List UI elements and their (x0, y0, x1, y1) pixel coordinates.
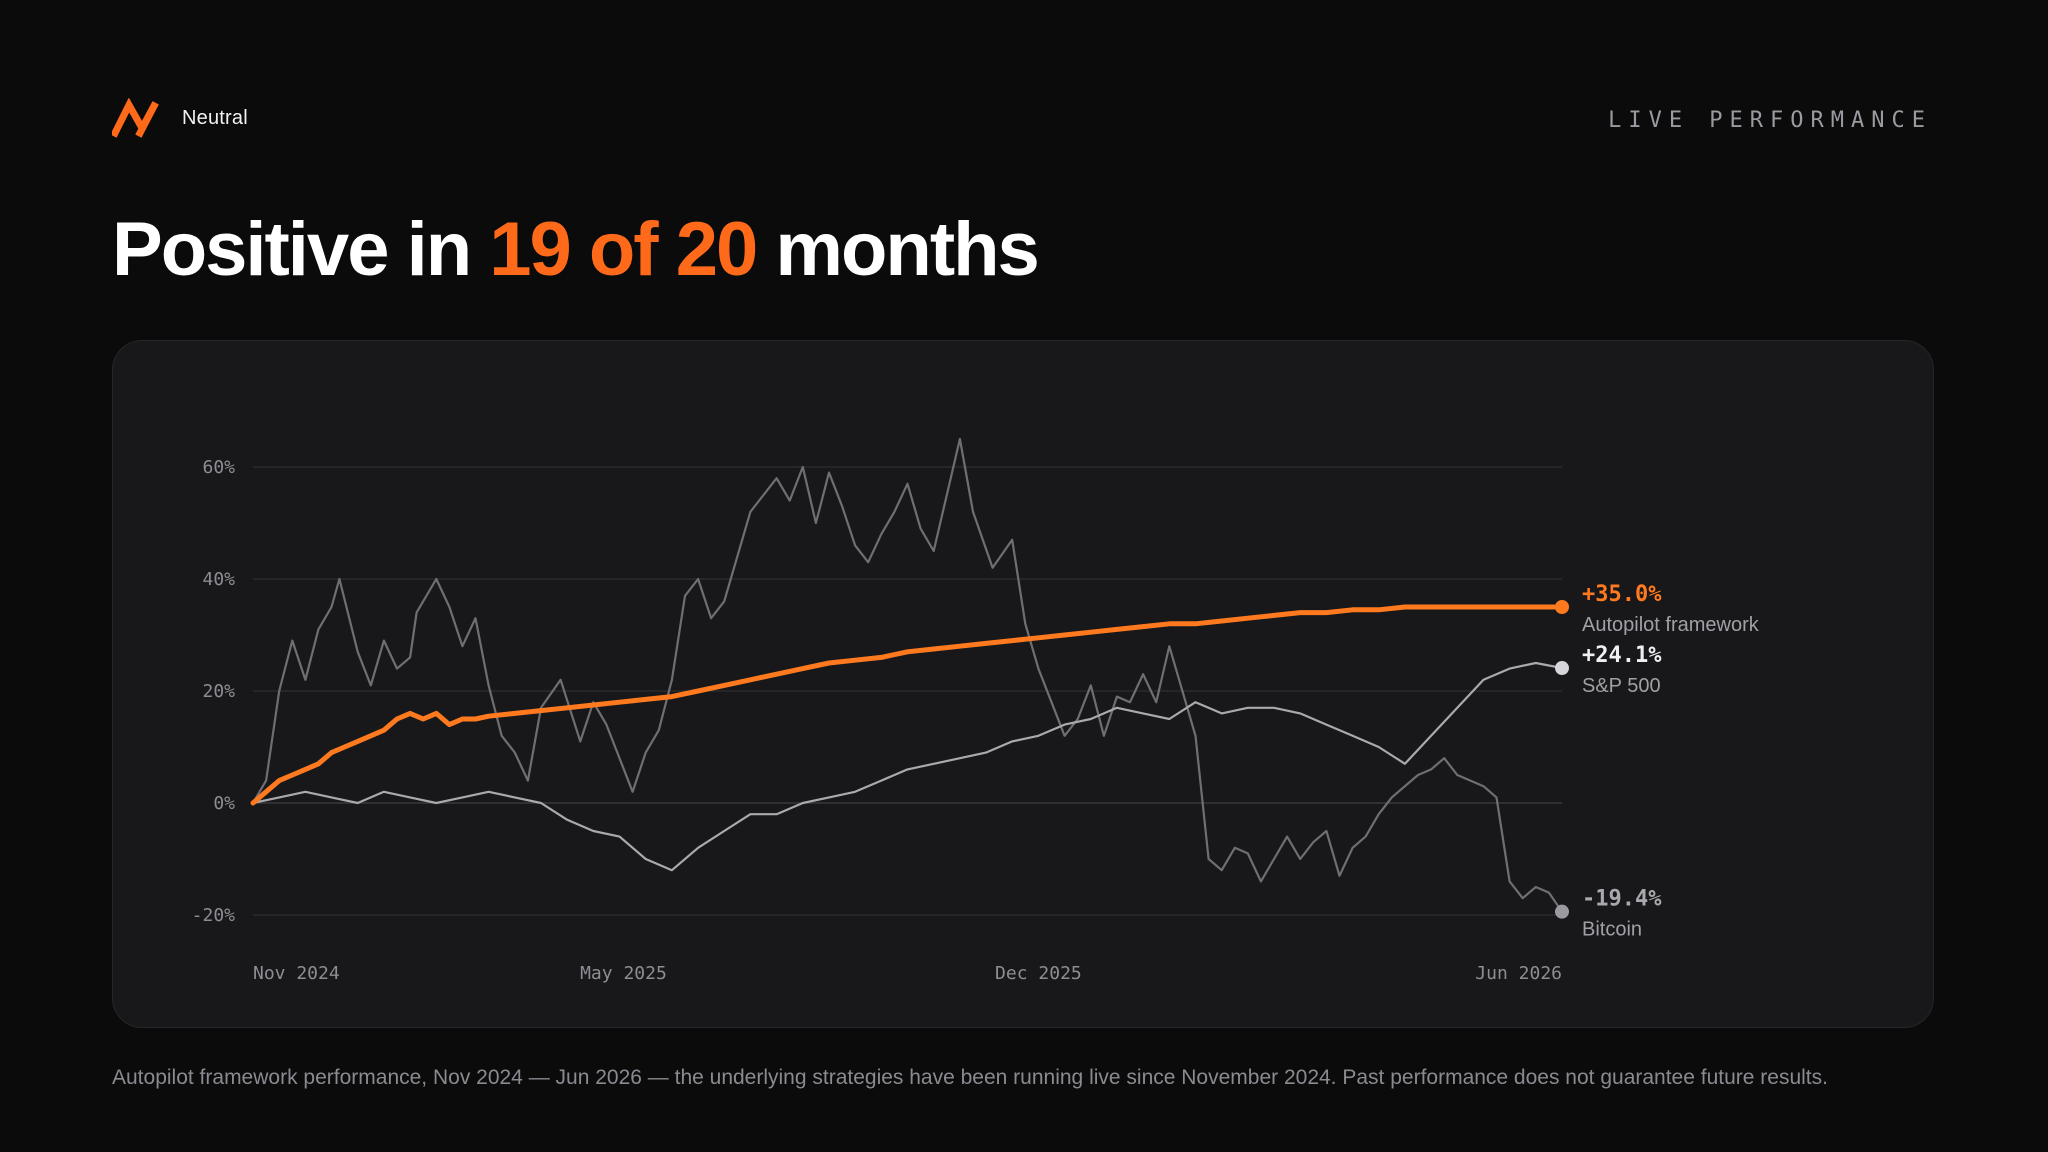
series-line (251, 437, 1564, 913)
series-end-marker (1555, 600, 1569, 614)
y-tick-label: 40% (202, 569, 235, 590)
headline-after: months (756, 207, 1039, 292)
series-end-marker (1555, 661, 1569, 676)
y-tick-label: 0% (213, 793, 235, 814)
series-end-marker (1555, 904, 1569, 919)
series-line (250, 604, 1565, 806)
headline-before: Positive in (112, 207, 490, 292)
headline-accent: 19 of 20 (489, 207, 758, 292)
footnote: Autopilot framework performance, Nov 202… (112, 1066, 1828, 1089)
x-tick-label: Dec 2025 (995, 963, 1082, 984)
brand[interactable]: Neutral (112, 98, 248, 138)
y-tick-label: 20% (202, 681, 235, 702)
series-name-label: S&P 500 (1582, 675, 1661, 697)
x-tick-label: Nov 2024 (253, 963, 340, 984)
series-line (251, 661, 1564, 872)
performance-chart: 60% 40% 20% 0% -20% Nov 2024 May 2025 Dec 2025 J… (192, 437, 1760, 984)
y-tick-label: 60% (202, 457, 235, 478)
page-title: Positive in 19 of 20 months (112, 206, 1040, 293)
series-end-value: +35.0% (1582, 582, 1662, 607)
series-name-label: Autopilot framework (1582, 614, 1760, 636)
section-label: LIVE PERFORMANCE (1608, 108, 1932, 133)
neutral-logo-icon (112, 98, 159, 138)
x-tick-label: Jun 2026 (1475, 963, 1562, 984)
series-end-value: -19.4% (1582, 887, 1662, 912)
y-tick-label: -20% (192, 905, 236, 926)
brand-name: Neutral (182, 106, 248, 129)
chart-panel: 60% 40% 20% 0% -20% Nov 2024 May 2025 Dec 2025 J… (112, 340, 1934, 1028)
series-name-label: Bitcoin (1582, 919, 1642, 941)
x-tick-label: May 2025 (580, 963, 667, 984)
series-end-value: +24.1% (1582, 643, 1662, 668)
